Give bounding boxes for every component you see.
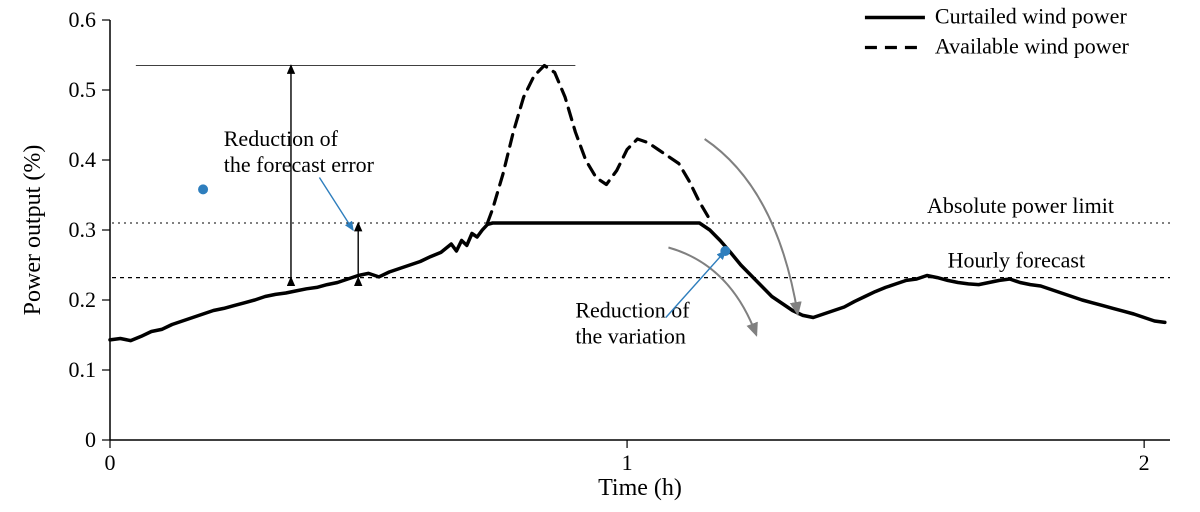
series-available-wind-power [487, 66, 709, 224]
legend-curtailed-wind-power: Curtailed wind power [935, 4, 1128, 29]
legend-available-wind-power: Available wind power [935, 34, 1130, 59]
x-tick-label: 2 [1139, 450, 1150, 475]
hourly-forecast-label: Hourly forecast [948, 248, 1085, 273]
y-tick-label: 0.1 [69, 357, 97, 382]
absolute-power-limit-label: Absolute power limit [927, 193, 1114, 218]
y-tick-label: 0.6 [69, 7, 97, 32]
y-tick-label: 0.5 [69, 77, 97, 102]
x-axis-label: Time (h) [598, 475, 682, 501]
variation-label: the variation [575, 324, 686, 349]
chart-svg: 0 0.1 0.2 0.3 0.4 0.5 0.6 0 1 2 Power output (%) Ti… [0, 0, 1200, 512]
forecast-error-label: Reduction of [224, 126, 339, 151]
y-axis-label: Power output (%) [20, 145, 46, 316]
y-tick-label: 0 [85, 427, 96, 452]
x-tick-label: 0 [105, 450, 116, 475]
chart-container: 0 0.1 0.2 0.3 0.4 0.5 0.6 0 1 2 Power output (%) Ti… [0, 0, 1200, 512]
variation-arc-2 [705, 139, 798, 314]
forecast-error-dot [198, 184, 208, 194]
x-tick-label: 1 [622, 450, 633, 475]
forecast-error-pointer [319, 178, 353, 231]
forecast-error-label: the forecast error [224, 152, 375, 177]
y-tick-label: 0.2 [69, 287, 97, 312]
variation-pointer [666, 251, 725, 318]
y-tick-label: 0.3 [69, 217, 97, 242]
variation-dot [720, 246, 730, 256]
y-tick-label: 0.4 [69, 147, 97, 172]
